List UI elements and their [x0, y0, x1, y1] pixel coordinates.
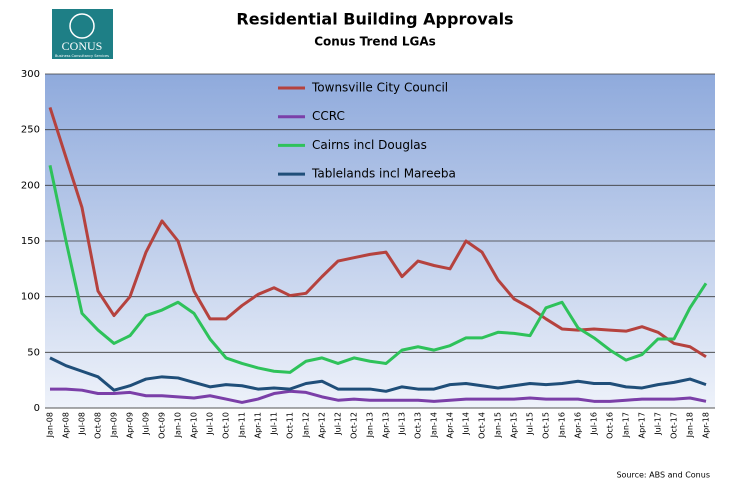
x-tick-label: Apr-13 [382, 412, 391, 438]
x-tick-label: Jul-15 [526, 412, 535, 436]
x-tick-label: Jan-11 [238, 412, 247, 438]
x-tick-label: Jan-08 [46, 412, 55, 438]
logo-tagline: Business Consultancy Services [55, 54, 109, 58]
x-tick-label: Apr-18 [702, 412, 711, 438]
x-tick-label: Jul-13 [398, 412, 407, 436]
x-tick-label: Jan-17 [622, 412, 631, 438]
x-tick-label: Apr-10 [190, 412, 199, 438]
legend-label: Townsville City Council [311, 81, 448, 95]
x-tick-label: Jan-12 [302, 412, 311, 438]
x-tick-label: Oct-11 [286, 412, 295, 439]
y-tick-label: 0 [34, 403, 40, 414]
series-line [50, 387, 707, 404]
x-tick-label: Apr-11 [254, 412, 263, 438]
x-tick-label: Apr-17 [638, 412, 647, 438]
x-tick-label: Jan-13 [366, 412, 375, 438]
x-tick-label: Jan-16 [558, 412, 567, 438]
x-tick-label: Oct-12 [350, 412, 359, 439]
x-tick-label: Jul-12 [334, 412, 343, 436]
x-tick-label: Oct-09 [158, 412, 167, 439]
x-tick-label: Oct-08 [94, 412, 103, 439]
x-tick-label: Apr-12 [318, 412, 327, 438]
y-tick-label: 250 [21, 125, 40, 136]
x-tick-label: Apr-09 [126, 412, 135, 438]
x-tick-label: Jul-11 [270, 412, 279, 436]
x-tick-label: Jan-09 [110, 412, 119, 438]
logo-box [52, 9, 113, 59]
x-tick-label: Jan-18 [686, 412, 695, 438]
x-tick-label: Jul-17 [654, 412, 663, 436]
x-tick-label: Oct-16 [606, 412, 615, 439]
y-tick-label: 100 [21, 292, 40, 303]
x-tick-label: Oct-17 [670, 412, 679, 439]
x-tick-label: Jul-09 [142, 412, 151, 436]
x-tick-label: Jul-16 [590, 412, 599, 436]
x-tick-label: Jul-10 [206, 412, 215, 436]
x-tick-label: Oct-14 [478, 412, 487, 439]
logo-icon [69, 13, 95, 39]
y-tick-label: 300 [21, 69, 40, 80]
chart-title: Residential Building Approvals [236, 10, 513, 29]
x-tick-label: Jan-15 [494, 412, 503, 438]
y-tick-label: 200 [21, 180, 40, 191]
x-tick-label: Oct-13 [414, 412, 423, 439]
y-tick-label: 50 [27, 347, 40, 358]
legend-label: Tablelands incl Mareeba [311, 167, 456, 181]
x-tick-label: Oct-10 [222, 412, 231, 439]
x-tick-label: Jul-14 [462, 412, 471, 436]
y-tick-label: 150 [21, 236, 40, 247]
x-tick-label: Apr-16 [574, 412, 583, 438]
x-tick-label: Jan-14 [430, 412, 439, 438]
x-tick-label: Jan-10 [174, 412, 183, 438]
series-line [48, 106, 707, 359]
legend-label: CCRC [312, 109, 345, 123]
x-tick-label: Apr-14 [446, 412, 455, 438]
source-note: Source: ABS and Conus [616, 471, 710, 480]
x-tick-label: Jul-08 [78, 412, 87, 436]
series-line [49, 356, 707, 393]
logo-name: CONUS [62, 39, 103, 53]
chart-subtitle: Conus Trend LGAs [314, 35, 436, 49]
x-tick-label: Apr-08 [62, 412, 71, 438]
legend-label: Cairns incl Douglas [312, 138, 427, 152]
x-tick-label: Apr-15 [510, 412, 519, 438]
series-line [48, 164, 708, 374]
x-tick-label: Oct-15 [542, 412, 551, 439]
